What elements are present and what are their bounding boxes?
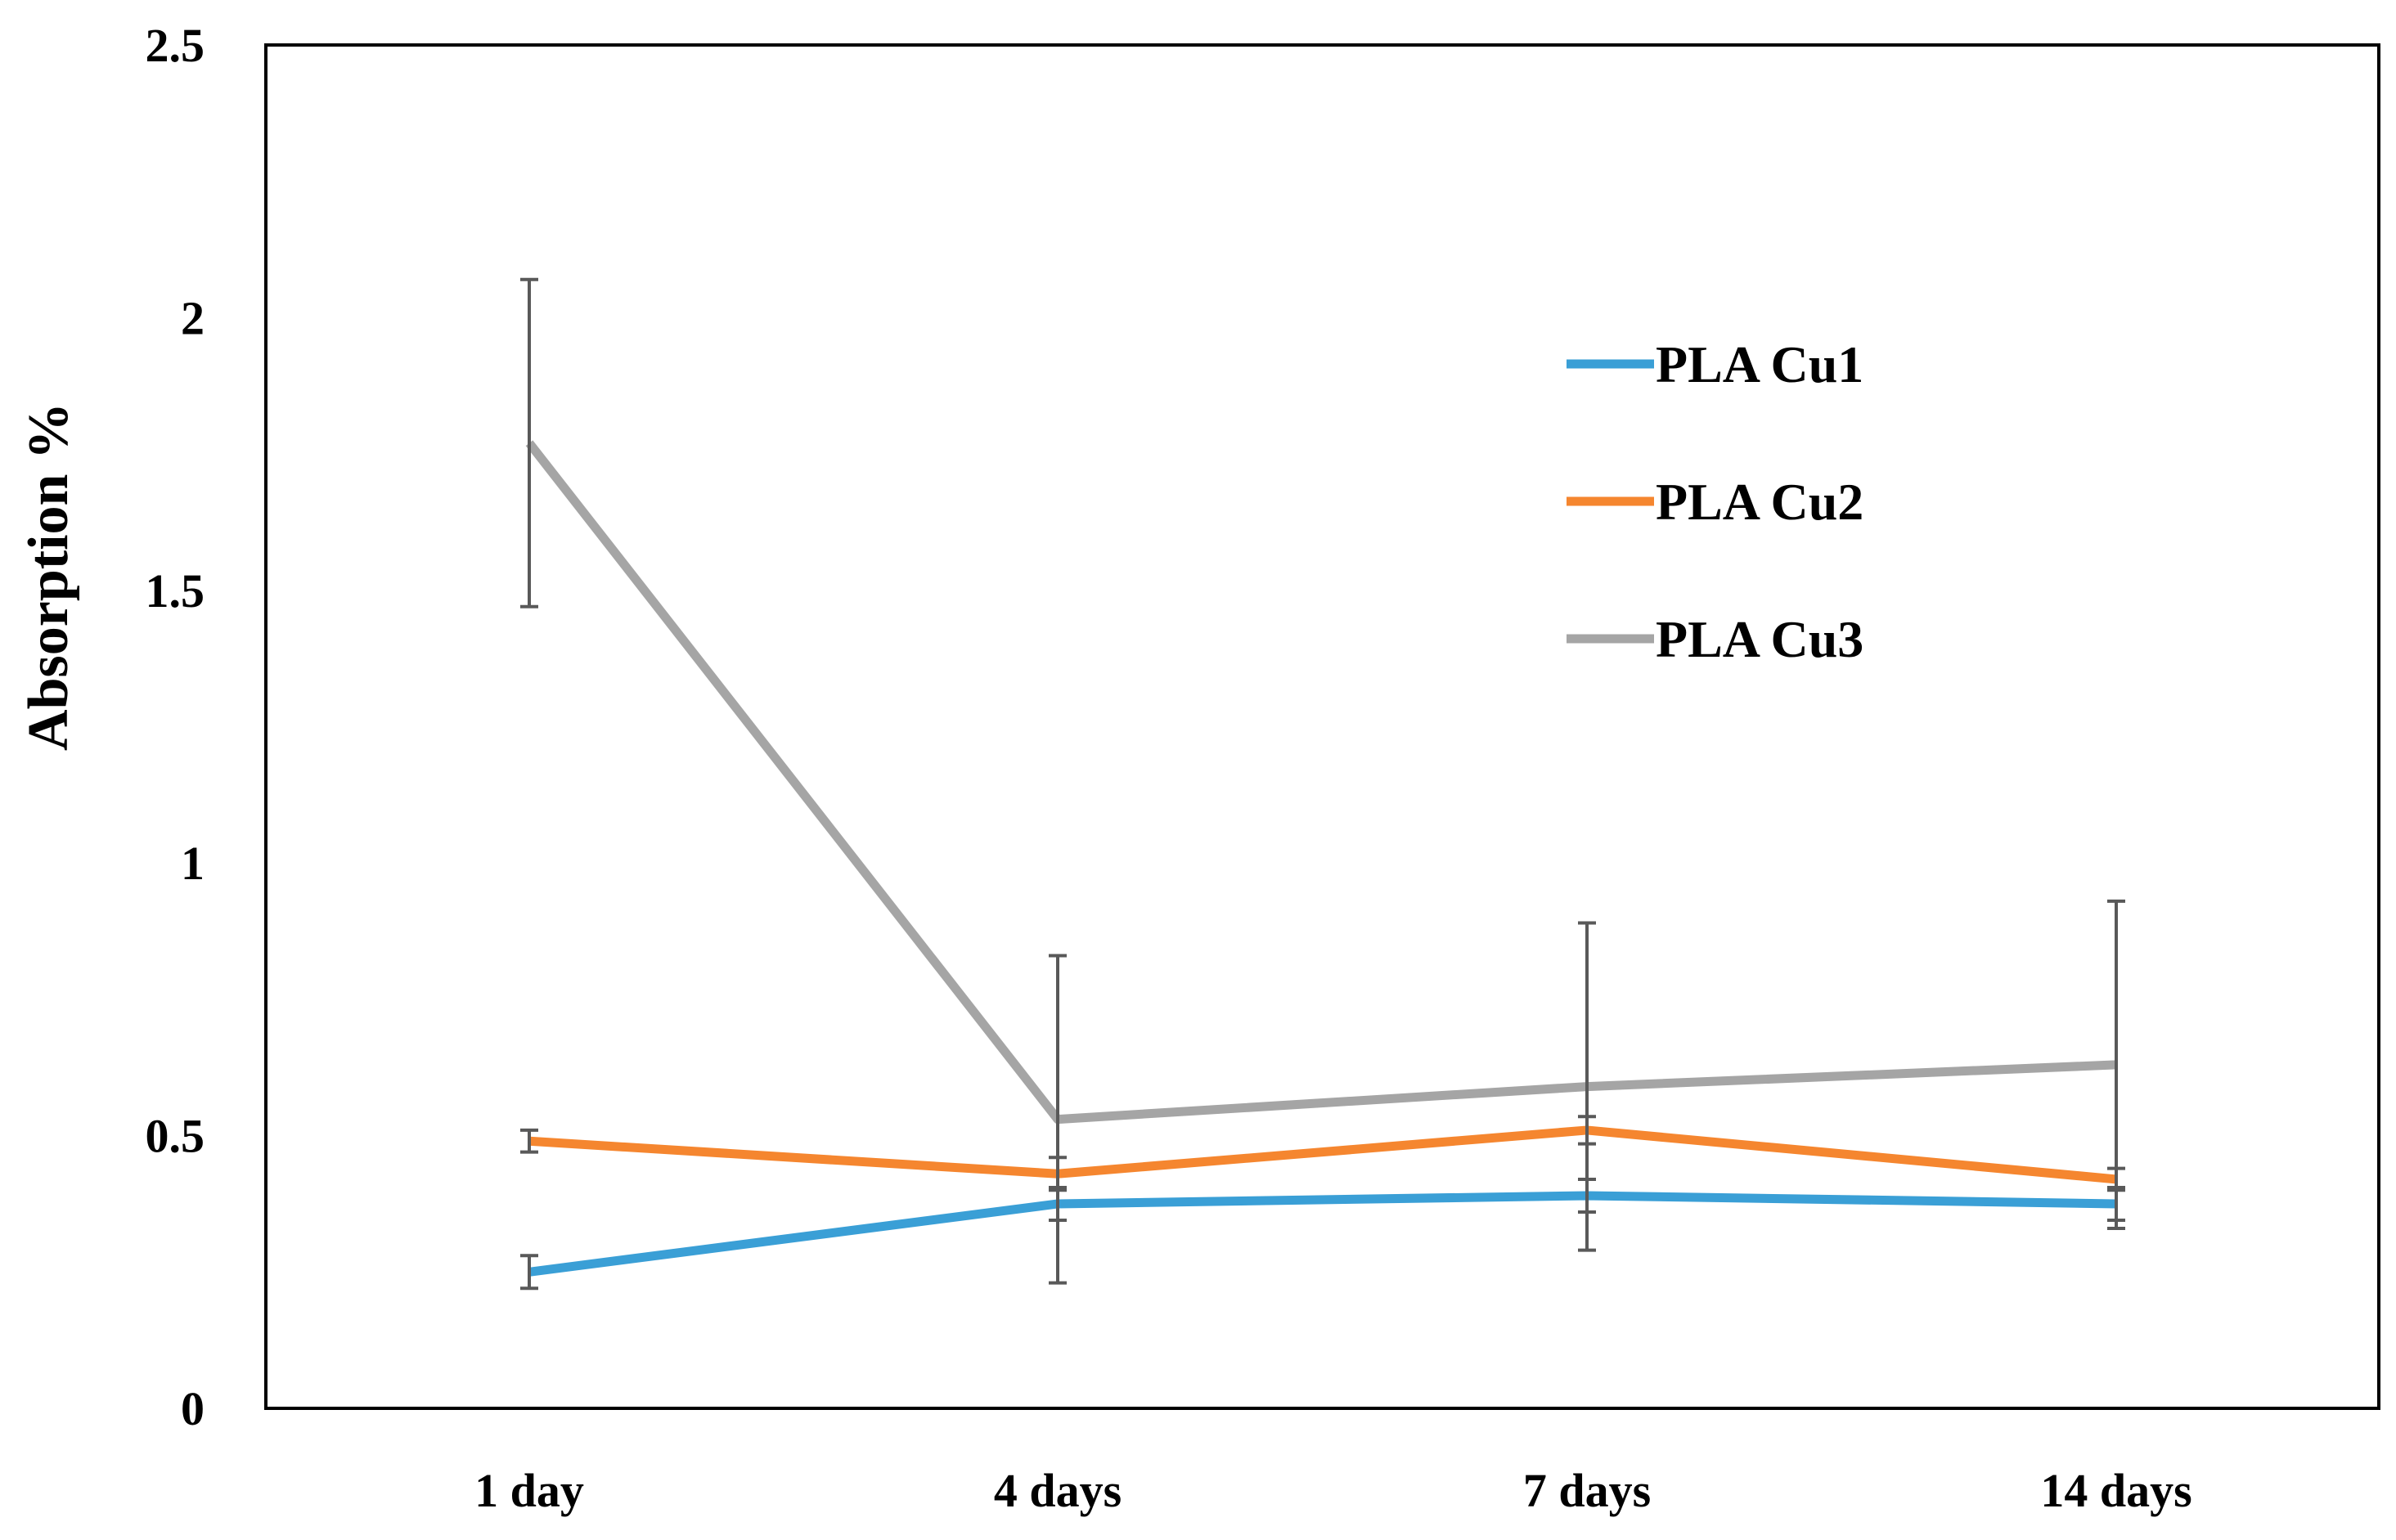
x-axis-ticks: 1 day 4 days 7 days 14 days <box>474 1464 2192 1517</box>
y-tick-label: 0.5 <box>146 1110 205 1163</box>
y-tick-label: 2.5 <box>146 19 205 72</box>
y-axis-ticks: 0 0.5 1 1.5 2 2.5 <box>146 19 205 1435</box>
errorbar <box>2107 899 2125 1230</box>
x-tick-label: 14 days <box>2040 1464 2191 1517</box>
legend: PLA Cu1 PLA Cu2 PLA Cu3 <box>1567 335 1863 668</box>
series-line-3 <box>525 440 2117 1125</box>
errorbar <box>1049 954 1067 1285</box>
legend-label: PLA Cu3 <box>1656 610 1863 668</box>
errorbar <box>520 1128 538 1154</box>
series-line-1 <box>528 1191 2117 1277</box>
x-tick-label: 4 days <box>994 1464 1122 1517</box>
y-tick-label: 0 <box>181 1382 205 1435</box>
plot-frame <box>264 43 2380 1410</box>
y-axis-title: Absorption % <box>17 402 80 751</box>
series-line-2 <box>528 1125 2117 1184</box>
errorbar <box>1578 921 1596 1252</box>
legend-label: PLA Cu2 <box>1656 473 1863 531</box>
legend-label: PLA Cu1 <box>1656 335 1863 393</box>
y-tick-label: 2 <box>181 291 205 344</box>
y-tick-label: 1.5 <box>146 564 205 617</box>
errorbar <box>520 277 538 608</box>
errorbar <box>520 1254 538 1291</box>
series-group <box>525 440 2117 1277</box>
x-tick-label: 1 day <box>474 1464 584 1517</box>
y-tick-label: 1 <box>181 837 205 890</box>
errorbars-group <box>520 277 2125 1291</box>
x-tick-label: 7 days <box>1523 1464 1651 1517</box>
